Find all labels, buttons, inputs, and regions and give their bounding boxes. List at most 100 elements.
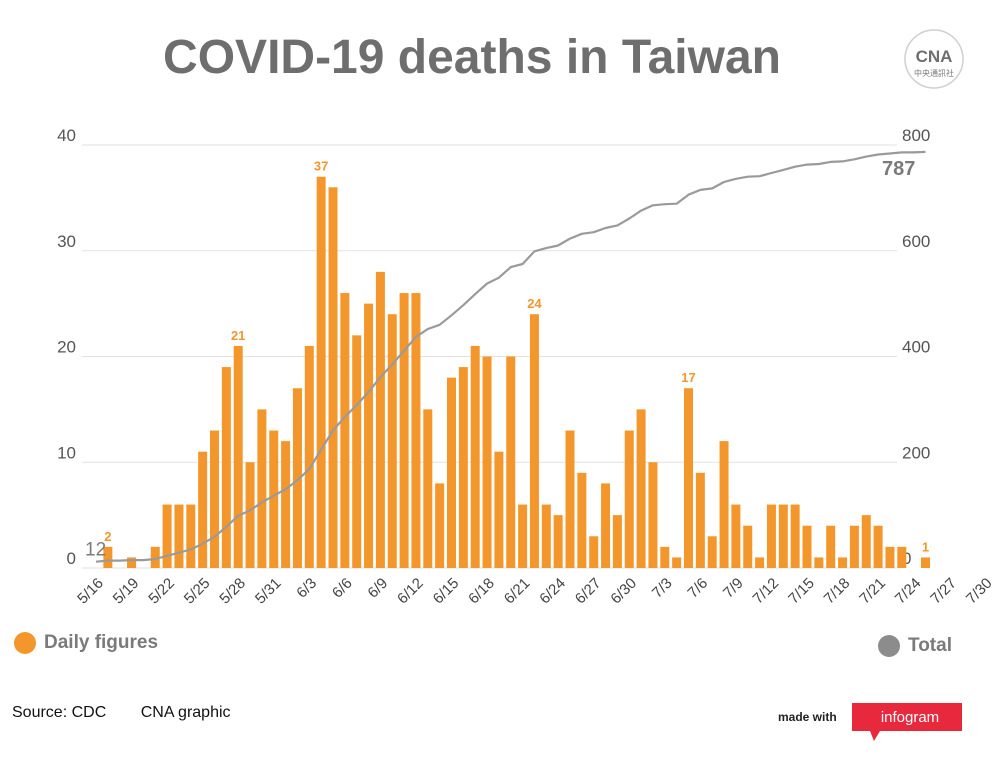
bar-value-label: 21 xyxy=(231,328,245,343)
legend-total-label: Total xyxy=(908,635,952,656)
daily-bar xyxy=(162,504,172,568)
daily-bar xyxy=(731,504,741,568)
legend-daily-label: Daily figures xyxy=(44,632,159,653)
legend-total-dot xyxy=(878,635,900,657)
daily-bar xyxy=(802,525,812,568)
daily-bar xyxy=(838,557,848,568)
x-tick-label: 5/16 xyxy=(74,575,107,608)
x-tick-label: 6/9 xyxy=(364,575,391,602)
daily-bar xyxy=(766,504,776,568)
right-axis-ticks: 0 200 400 600 800 xyxy=(902,126,930,568)
x-tick-label: 5/25 xyxy=(181,575,214,608)
daily-bar xyxy=(577,472,587,568)
chart-title: COVID-19 deaths in Taiwan xyxy=(163,31,781,84)
source-text: Source: CDC xyxy=(12,704,107,721)
bar-labels: 2 21 37 24 17 1 xyxy=(104,159,929,555)
x-tick-label: 6/27 xyxy=(572,575,605,608)
x-tick-label: 7/9 xyxy=(720,575,747,602)
daily-bar xyxy=(257,409,267,568)
x-tick-label: 7/21 xyxy=(856,575,889,608)
total-line xyxy=(95,150,926,563)
total-end-label: 787 xyxy=(882,158,915,180)
x-tick-label: 6/18 xyxy=(465,575,498,608)
daily-bar xyxy=(612,515,622,568)
daily-bar xyxy=(150,546,160,568)
legend-daily: Daily figures xyxy=(14,632,158,654)
daily-bar xyxy=(601,483,611,568)
daily-bar xyxy=(186,504,196,568)
daily-bar xyxy=(447,377,456,568)
daily-bar xyxy=(210,430,219,568)
x-tick-label: 7/24 xyxy=(892,575,925,608)
total-line-layer xyxy=(95,150,926,563)
daily-bar xyxy=(826,525,836,568)
daily-bar xyxy=(814,557,824,568)
bar-value-label: 37 xyxy=(314,159,328,174)
daily-bar xyxy=(873,525,883,568)
daily-bar xyxy=(281,441,291,568)
daily-bar xyxy=(861,515,871,568)
x-tick-label: 7/30 xyxy=(963,575,996,608)
x-tick-label: 7/12 xyxy=(750,575,783,608)
daily-bar xyxy=(529,314,539,568)
daily-bar xyxy=(506,356,516,568)
daily-bars xyxy=(103,176,930,569)
x-tick-label: 6/15 xyxy=(430,575,463,608)
x-tick-label: 6/6 xyxy=(329,575,356,602)
x-tick-label: 5/22 xyxy=(145,575,178,608)
x-tick-label: 7/6 xyxy=(684,575,711,602)
made-with-text: made with xyxy=(778,710,837,724)
left-tick-label: 30 xyxy=(57,232,76,251)
left-tick-label: 0 xyxy=(67,549,76,568)
daily-bar xyxy=(127,557,137,568)
daily-bar xyxy=(494,451,504,568)
daily-bar xyxy=(672,557,682,568)
x-tick-label: 6/30 xyxy=(607,575,640,608)
daily-bar xyxy=(375,271,385,568)
x-tick-label: 7/18 xyxy=(821,575,854,608)
daily-bar xyxy=(897,546,907,568)
x-tick-label: 6/3 xyxy=(293,575,320,602)
daily-bar xyxy=(399,293,409,568)
x-axis-ticks: 5/16 5/19 5/22 5/25 5/28 5/31 6/3 6/6 6/9 6/12 6/1… xyxy=(74,575,995,608)
infogram-brand: infogram xyxy=(881,709,939,726)
left-tick-label: 10 xyxy=(57,443,76,462)
infogram-badge[interactable]: infogram xyxy=(852,703,962,741)
daily-bar xyxy=(304,345,314,568)
bar-value-label: 2 xyxy=(104,529,111,544)
logo-caption: 中央通訊社 xyxy=(914,68,954,78)
left-tick-label: 20 xyxy=(57,338,76,357)
right-tick-label: 200 xyxy=(902,443,930,462)
daily-bar xyxy=(778,504,788,568)
total-start-label: 12 xyxy=(85,540,106,561)
daily-bar xyxy=(755,557,765,568)
daily-bar xyxy=(684,388,693,568)
credit-text: CNA graphic xyxy=(140,704,231,721)
daily-bar xyxy=(174,504,184,568)
daily-bar xyxy=(316,176,326,568)
x-tick-label: 5/28 xyxy=(216,575,249,608)
right-tick-label: 800 xyxy=(902,126,930,145)
daily-bar xyxy=(589,536,599,568)
logo-mark: CNA xyxy=(916,47,953,66)
x-tick-label: 7/3 xyxy=(649,575,676,602)
daily-bar xyxy=(411,293,421,568)
daily-bar xyxy=(482,356,492,568)
x-tick-label: 5/19 xyxy=(110,575,143,608)
daily-bar xyxy=(565,430,575,568)
daily-bar xyxy=(648,462,658,568)
daily-bar xyxy=(458,367,468,568)
daily-bar xyxy=(636,409,646,568)
daily-bar xyxy=(387,314,397,568)
left-tick-label: 40 xyxy=(57,126,76,145)
left-axis-ticks: 0 10 20 30 40 xyxy=(57,126,76,568)
right-tick-label: 0 xyxy=(902,549,911,568)
daily-bar xyxy=(790,504,800,568)
daily-bar xyxy=(470,345,480,568)
x-tick-label: 7/15 xyxy=(785,575,818,608)
daily-bar xyxy=(553,515,563,568)
daily-bar xyxy=(624,430,634,568)
daily-bar xyxy=(695,472,705,568)
daily-bar xyxy=(719,441,729,568)
bar-value-label: 17 xyxy=(681,370,695,385)
